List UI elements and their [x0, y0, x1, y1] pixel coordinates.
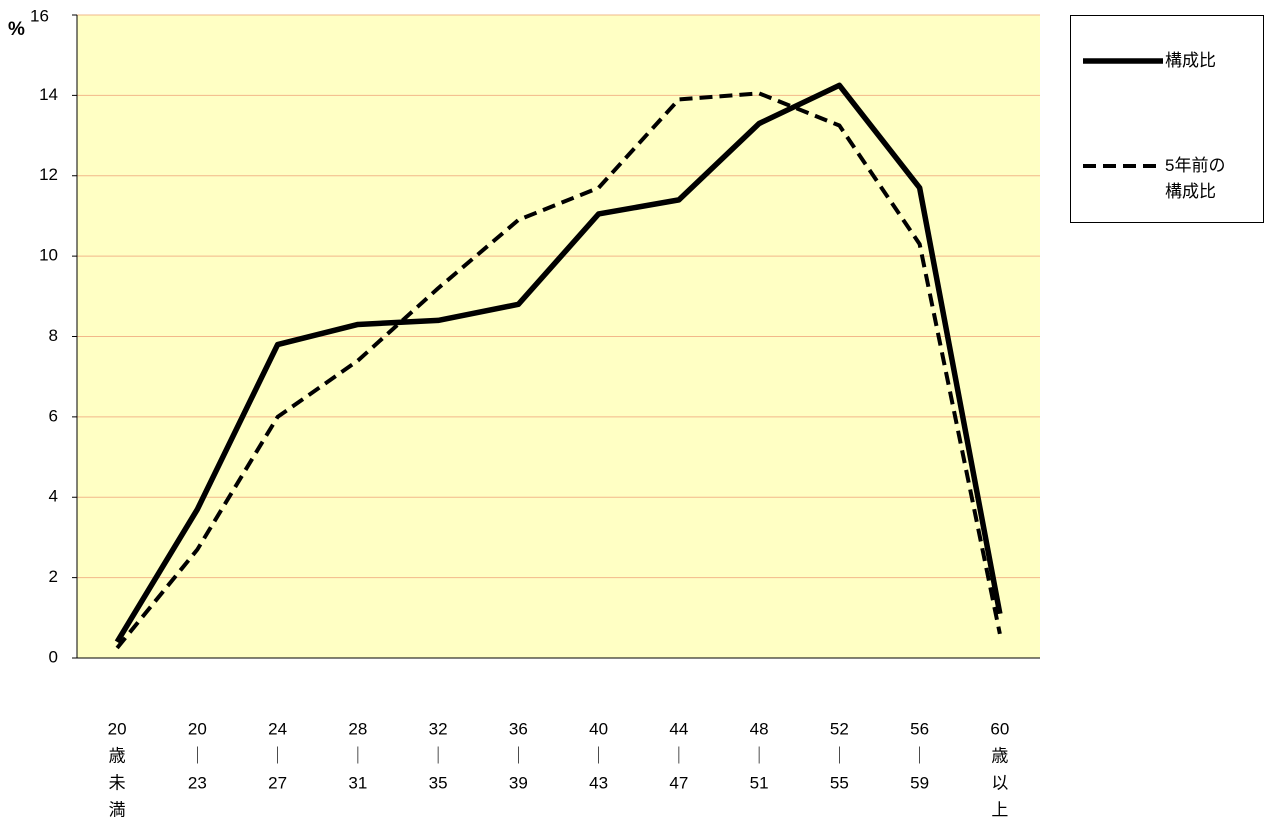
y-tick-label: 12 — [39, 165, 58, 184]
x-tick-label: ｜ — [510, 746, 527, 765]
x-tick-label: ｜ — [269, 746, 286, 765]
x-tick-label: ｜ — [590, 746, 607, 765]
x-tick-label: ｜ — [751, 746, 768, 765]
y-tick-label: 16 — [30, 6, 49, 25]
y-tick-label: 6 — [49, 406, 58, 425]
x-tick-label: 36 — [509, 719, 528, 738]
x-tick-label: 20 — [188, 719, 207, 738]
legend-entry: 5年前の構成比 — [1083, 153, 1237, 205]
x-tick-label: 24 — [268, 719, 287, 738]
x-tick-label: ｜ — [349, 746, 366, 765]
x-tick-label: ｜ — [189, 746, 206, 765]
x-tick-label: 27 — [268, 773, 287, 792]
y-tick-label: 10 — [39, 246, 58, 265]
x-tick-label: 60 — [990, 719, 1009, 738]
x-tick-label: 59 — [910, 773, 929, 792]
x-tick-label: 未 — [109, 773, 126, 792]
y-tick-label: 2 — [49, 567, 58, 586]
x-tick-label: 28 — [348, 719, 367, 738]
x-tick-label: 48 — [750, 719, 769, 738]
x-tick-label: ｜ — [831, 746, 848, 765]
y-axis-label: % — [8, 19, 25, 40]
x-tick-label: 40 — [589, 719, 608, 738]
legend-swatch — [1083, 58, 1163, 64]
y-tick-label: 4 — [49, 487, 58, 506]
series-line — [114, 82, 1003, 644]
series-line — [115, 91, 1002, 650]
x-tick-label: 23 — [188, 773, 207, 792]
x-tick-label: 35 — [429, 773, 448, 792]
x-tick-label: 47 — [669, 773, 688, 792]
x-tick-label: 55 — [830, 773, 849, 792]
y-tick-label: 14 — [39, 85, 58, 104]
x-tick-label: ｜ — [911, 746, 928, 765]
x-tick-label: 31 — [348, 773, 367, 792]
x-tick-label: 上 — [991, 800, 1008, 819]
x-tick-label: 44 — [669, 719, 688, 738]
x-tick-label: ｜ — [670, 746, 687, 765]
x-tick-label: 51 — [750, 773, 769, 792]
y-tick-label: 0 — [49, 647, 58, 666]
x-tick-label: 39 — [509, 773, 528, 792]
x-tick-label: 43 — [589, 773, 608, 792]
legend-swatch — [1083, 164, 1163, 168]
legend: 構成比 5年前の構成比 — [1070, 15, 1264, 223]
x-tick-label: 歳 — [991, 746, 1008, 765]
x-tick-label: 56 — [910, 719, 929, 738]
legend-label: 構成比 — [1165, 51, 1216, 70]
x-tick-label: 満 — [109, 800, 126, 819]
x-tick-label: 20 — [108, 719, 127, 738]
legend-entry: 構成比 — [1083, 48, 1237, 74]
x-tick-label: 52 — [830, 719, 849, 738]
y-tick-label: 8 — [49, 326, 58, 345]
x-tick-label: 歳 — [109, 746, 126, 765]
x-tick-label: 以 — [991, 773, 1008, 792]
x-tick-label: 32 — [429, 719, 448, 738]
x-tick-label: ｜ — [430, 746, 447, 765]
legend-label: 5年前の構成比 — [1165, 156, 1226, 201]
